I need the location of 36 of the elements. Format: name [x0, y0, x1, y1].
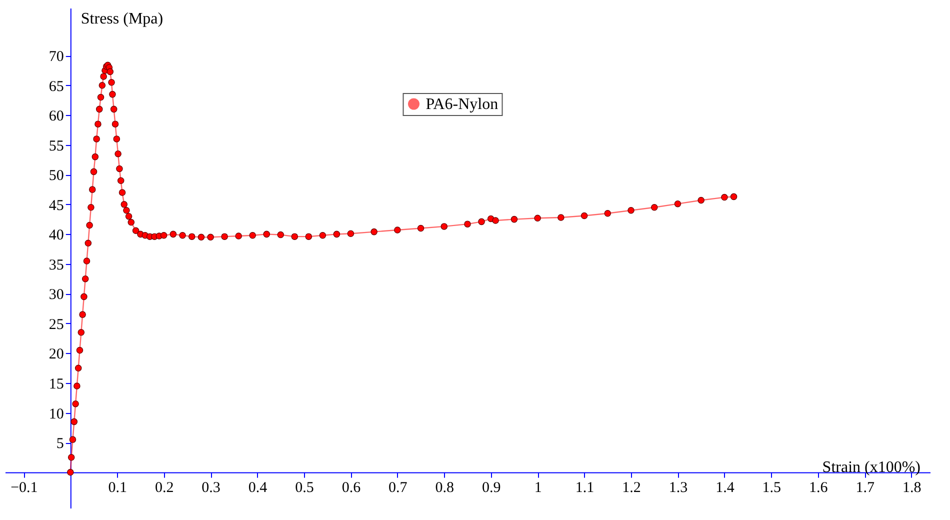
x-tick-label: 1.5: [762, 480, 782, 496]
y-tick-label: 55: [48, 138, 64, 154]
y-tick-label: 70: [48, 49, 64, 66]
y-tick-label: 15: [48, 376, 64, 392]
y-tick-label: 40: [48, 228, 64, 244]
x-tick-label: 1.3: [668, 480, 688, 496]
x-tick-label: 1.4: [716, 480, 735, 496]
y-tick-label: 50: [48, 168, 64, 184]
y-tick-label: 35: [48, 257, 64, 274]
x-tick-label: 0.5: [295, 480, 314, 496]
x-tick-label: 0.2: [154, 480, 174, 496]
x-tick-label: 0.1: [108, 480, 127, 496]
x-tick-label: 0.4: [248, 480, 268, 496]
x-tick-label: 1.1: [575, 480, 594, 496]
y-tick-label: 25: [48, 316, 64, 333]
legend-label: PA6-Nylon: [426, 96, 498, 113]
y-tick-label: 10: [48, 406, 64, 422]
x-tick-label: 0.6: [342, 480, 362, 496]
x-tick-label: 0.9: [482, 480, 501, 496]
y-tick-label: 45: [48, 198, 64, 214]
x-tick-label: 1.7: [856, 480, 875, 496]
x-tick-label: 1.2: [622, 480, 641, 496]
x-tick-label: 1.6: [809, 480, 828, 496]
y-axis-title: Stress (Mpa): [80, 10, 164, 28]
x-tick-label: 0.7: [388, 480, 408, 496]
x-tick-label: 0.3: [202, 480, 220, 496]
x-tick-label: 1.8: [902, 480, 922, 496]
y-tick-label: 20: [48, 346, 64, 363]
y-tick-label: 60: [48, 108, 64, 125]
x-tick-label: 1: [534, 480, 542, 496]
y-tick-label: 30: [48, 287, 64, 304]
y-tick-label: 5: [56, 436, 64, 452]
x-tick-label: −0.1: [10, 480, 38, 496]
y-tick-label: 65: [48, 78, 64, 95]
x-axis-title: Strain (x100%): [822, 458, 920, 476]
x-tick-label: 0.8: [435, 480, 454, 496]
